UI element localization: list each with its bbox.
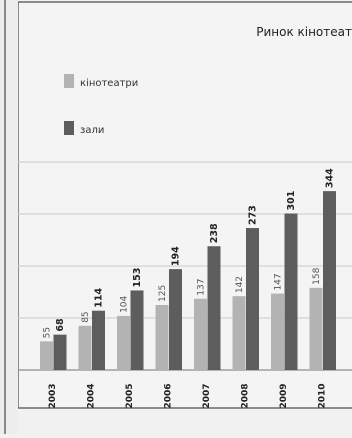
data-label-2010-cinemas: 158	[312, 267, 322, 284]
data-label-2010-halls: 344	[325, 168, 336, 188]
data-label-2007-halls: 238	[209, 223, 220, 243]
legend: кінотеатри зали	[64, 74, 138, 136]
x-tick-label-2005: 2005	[125, 383, 135, 408]
legend-item-cinemas: кінотеатри	[64, 74, 138, 89]
bar-2008-cinemas	[232, 296, 246, 370]
legend-swatch-cinemas	[64, 74, 74, 88]
legend-swatch-halls	[64, 121, 74, 135]
data-label-2004-cinemas: 85	[81, 311, 91, 322]
data-label-2006-cinemas: 125	[158, 285, 168, 302]
bar-2004-halls	[92, 310, 105, 370]
x-tick-label-2009: 2009	[279, 383, 289, 408]
bar-2007-halls	[207, 246, 221, 370]
data-label-2003-cinemas: 55	[43, 327, 53, 338]
data-label-2003-halls: 68	[55, 318, 66, 332]
x-tick-labels: 2003 2004 2005 2006 2007 2008 2009 2010	[48, 383, 328, 408]
data-label-2008-halls: 273	[248, 205, 259, 225]
bar-2006-halls	[169, 269, 182, 370]
x-tick-label-2008: 2008	[241, 383, 251, 408]
chart-frame	[17, 1, 352, 409]
data-label-2005-halls: 153	[132, 268, 143, 288]
bar-2010-cinemas	[309, 287, 323, 370]
data-label-2009-halls: 301	[286, 191, 297, 211]
bar-2004-cinemas	[78, 325, 92, 370]
x-tick-label-2010: 2010	[318, 383, 328, 408]
data-label-2004-halls: 114	[94, 287, 105, 307]
bar-2009-cinemas	[271, 293, 284, 370]
bar-2005-cinemas	[117, 315, 130, 370]
chart-title: Ринок кінотеат	[256, 25, 352, 39]
legend-item-halls: зали	[64, 121, 104, 136]
x-tick-label-2006: 2006	[164, 383, 174, 408]
bar-2010-halls	[323, 191, 336, 370]
chart-left-edge	[0, 0, 18, 434]
data-label-2008-cinemas: 142	[235, 276, 245, 293]
bar-2009-halls	[284, 213, 298, 370]
legend-label-cinemas: кінотеатри	[80, 77, 138, 89]
bar-2003-cinemas	[40, 341, 53, 370]
bar-2006-cinemas	[155, 305, 169, 370]
bar-2005-halls	[130, 290, 144, 370]
bar-2003-halls	[53, 334, 67, 370]
bar-2007-cinemas	[194, 298, 207, 370]
x-tick-label-2007: 2007	[202, 383, 212, 408]
data-label-2009-cinemas: 147	[274, 273, 284, 290]
legend-label-halls: зали	[80, 125, 104, 136]
data-label-2007-cinemas: 137	[197, 279, 207, 296]
bars	[40, 191, 336, 370]
data-label-2006-halls: 194	[171, 246, 182, 266]
data-label-2005-cinemas: 104	[120, 295, 130, 312]
bar-2008-halls	[246, 228, 259, 370]
x-tick-label-2004: 2004	[87, 383, 97, 408]
x-tick-label-2003: 2003	[48, 383, 58, 408]
